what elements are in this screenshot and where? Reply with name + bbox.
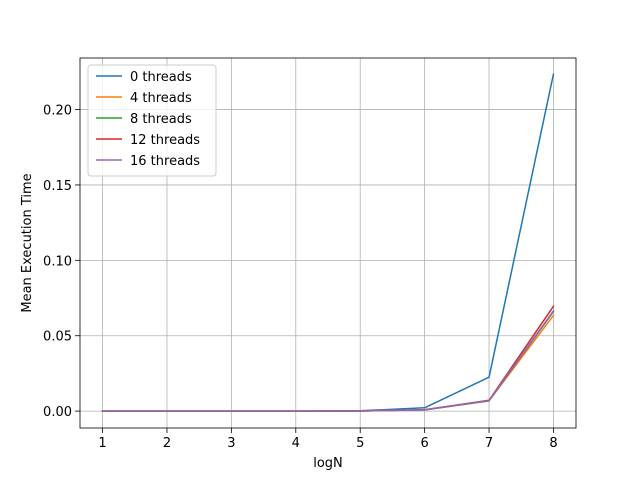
legend-label: 8 threads [130, 112, 192, 127]
x-tick-label: 2 [163, 436, 171, 451]
y-tick-label: 0.00 [43, 405, 72, 420]
series-line-16-threads [101, 309, 555, 412]
x-axis-label: logN [313, 456, 343, 471]
x-tick-label: 7 [485, 436, 493, 451]
x-tick-label: 5 [356, 436, 364, 451]
series-lines [101, 73, 555, 412]
legend-box [87, 64, 217, 177]
x-tick-label: 3 [227, 436, 235, 451]
x-tick-label: 4 [292, 436, 300, 451]
x-tick-label: 1 [98, 436, 106, 451]
legend-label: 4 threads [130, 91, 192, 106]
legend: 0 threads 4 threads 8 threads 12 threads 16 … [87, 64, 217, 177]
x-axis: 1 2 3 4 5 6 7 8 [98, 428, 558, 451]
y-tick-label: 0.20 [43, 104, 72, 119]
y-axis-label: Mean Execution Time [20, 173, 35, 312]
legend-label: 12 threads [130, 133, 200, 148]
y-tick-label: 0.15 [43, 179, 72, 194]
y-tick-label: 0.10 [43, 254, 72, 269]
x-tick-label: 8 [549, 436, 557, 451]
y-axis: 0.00 0.05 0.10 0.15 0.20 [43, 104, 80, 420]
axes-frame [79, 57, 577, 429]
legend-label: 0 threads [130, 70, 192, 85]
legend-label: 16 threads [130, 154, 200, 169]
axes-spines [79, 57, 577, 429]
x-tick-label: 6 [420, 436, 428, 451]
y-tick-label: 0.05 [43, 330, 72, 345]
